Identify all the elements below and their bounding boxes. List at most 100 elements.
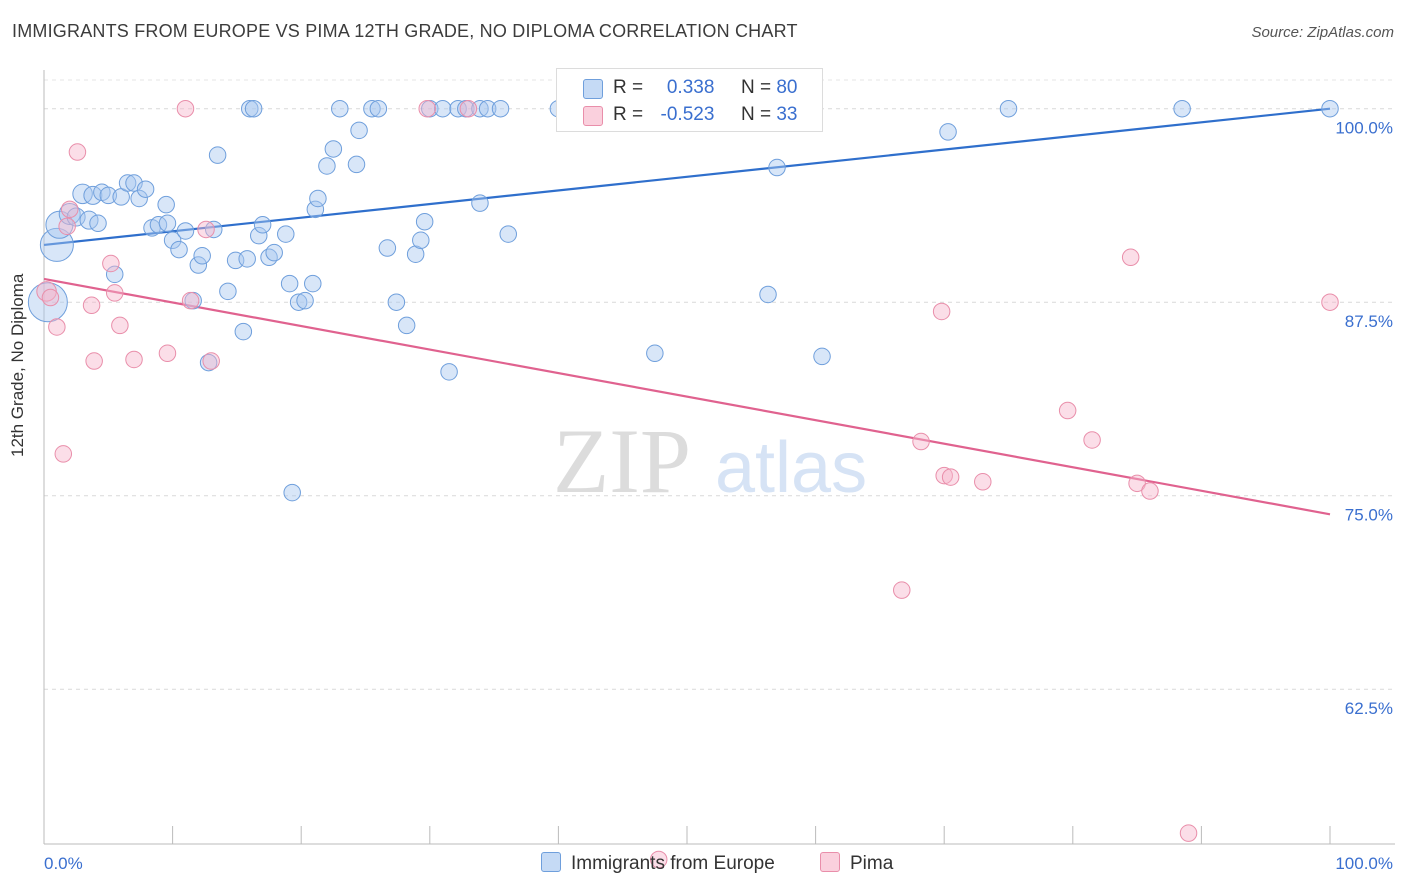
- axes: [43, 70, 1395, 845]
- legend-n-europe: 80: [776, 77, 798, 98]
- europe-point: [241, 99, 259, 118]
- europe-point: [238, 250, 256, 268]
- europe-point: [449, 99, 467, 118]
- legend-swatch-pima: [583, 106, 603, 126]
- europe-point: [234, 322, 253, 341]
- europe-point: [72, 183, 93, 205]
- europe-point: [318, 157, 336, 175]
- europe-point: [136, 180, 155, 198]
- europe-point: [406, 245, 425, 263]
- europe-point: [105, 265, 124, 284]
- pima-point: [974, 473, 992, 491]
- data-points: [27, 99, 1339, 869]
- pima-point: [893, 581, 911, 599]
- europe-point: [939, 123, 957, 141]
- europe-point: [471, 194, 489, 212]
- europe-point: [369, 99, 388, 118]
- europe-point: [304, 274, 322, 293]
- legend-n-pima: 33: [776, 104, 798, 125]
- europe-point: [440, 363, 458, 381]
- europe-point: [387, 293, 406, 311]
- europe-point: [331, 99, 349, 118]
- trend-lines: [43, 107, 1331, 516]
- pima-point: [68, 143, 87, 161]
- europe-point: [415, 212, 434, 231]
- y-tick-label: 62.5%: [1345, 699, 1393, 718]
- pima-point: [935, 466, 953, 485]
- zipatlas-watermark: ZIP atlas: [553, 410, 867, 512]
- x-tick-label: 0.0%: [44, 854, 83, 873]
- europe-point: [280, 274, 299, 293]
- europe-point: [412, 231, 430, 250]
- bottom-legend-label-pima: Pima: [850, 853, 894, 874]
- europe-point: [1321, 99, 1339, 118]
- europe-point: [149, 216, 168, 234]
- europe-point: [289, 293, 308, 311]
- europe-point: [89, 214, 107, 233]
- europe-point: [324, 140, 343, 158]
- bottom-legend-label-europe: Immigrants from Europe: [571, 853, 775, 874]
- legend-n-label: N =: [740, 104, 772, 125]
- pima-point: [176, 99, 195, 118]
- europe-point: [283, 483, 301, 502]
- europe-point: [27, 282, 68, 323]
- y-tick-label: 75.0%: [1345, 506, 1393, 525]
- europe-point: [163, 231, 182, 250]
- pima-point: [82, 296, 101, 315]
- europe-point: [199, 353, 218, 372]
- pima-point: [1179, 824, 1198, 842]
- europe-point: [208, 146, 227, 164]
- europe-point: [646, 344, 664, 363]
- pima-point: [418, 99, 436, 118]
- europe-point: [277, 225, 295, 243]
- pima-point: [1141, 482, 1159, 500]
- watermark-atlas: atlas: [715, 428, 867, 508]
- pima-point: [58, 217, 76, 236]
- legend-swatch-europe: [583, 79, 603, 99]
- bottom-legend-swatch-pima: [820, 852, 840, 872]
- legend-r-europe: 0.338: [666, 77, 715, 98]
- pima-point: [181, 291, 200, 310]
- pima-point: [125, 350, 143, 369]
- pima-point: [105, 284, 124, 302]
- europe-point: [158, 214, 177, 233]
- y-tick-labels: 100.0% 87.5% 75.0% 62.5%: [1335, 119, 1393, 719]
- pima-point: [60, 200, 79, 219]
- bottom-legend-pima: Pima: [820, 852, 893, 878]
- watermark-zip: ZIP: [553, 410, 691, 512]
- europe-point: [296, 291, 314, 310]
- europe-point: [309, 189, 327, 208]
- pima-point: [202, 352, 220, 370]
- pima-point: [111, 316, 129, 335]
- bottom-legend-swatch-europe: [541, 852, 561, 872]
- europe-point: [433, 99, 452, 118]
- europe-point: [189, 256, 208, 274]
- europe-point: [176, 222, 195, 240]
- pima-point: [41, 288, 60, 307]
- europe-point: [157, 195, 175, 214]
- source-label: Source: ZipAtlas.com: [1251, 24, 1394, 41]
- europe-point: [170, 240, 188, 259]
- europe-point: [347, 155, 366, 174]
- europe-point: [999, 99, 1018, 118]
- grid-lines: [44, 79, 1395, 690]
- europe-point: [478, 99, 497, 118]
- europe-point: [1173, 99, 1191, 118]
- europe-point: [125, 174, 143, 192]
- europe-point: [491, 99, 510, 118]
- pima-point: [48, 318, 66, 336]
- europe-point: [350, 121, 368, 140]
- europe-point: [378, 239, 397, 257]
- europe-trend-line: [43, 107, 1331, 247]
- pima-point: [649, 850, 668, 869]
- pima-point: [1083, 431, 1101, 449]
- europe-point: [265, 243, 283, 262]
- pima-point: [1128, 474, 1146, 493]
- pima-point: [1321, 293, 1339, 311]
- pima-point: [197, 220, 215, 239]
- europe-point: [253, 216, 272, 234]
- europe-point: [99, 186, 118, 205]
- y-tick-label: 87.5%: [1345, 312, 1393, 331]
- pima-point: [459, 99, 478, 118]
- europe-point: [768, 158, 786, 177]
